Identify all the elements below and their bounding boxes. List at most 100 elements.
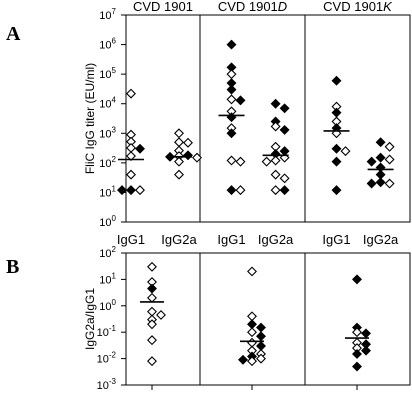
panel-a-data-point [279, 103, 290, 114]
panel-b-data-point [352, 361, 362, 372]
panel-a-data-point [126, 142, 136, 153]
panel-a-data-point [261, 156, 272, 167]
panel-letter-b: B [6, 256, 19, 278]
panel-a-data-point [279, 173, 290, 184]
panel-a-data-point [331, 107, 342, 118]
panel-a-data-point [375, 137, 386, 148]
panel-b-data-point [256, 341, 266, 351]
panel-a-data-point [226, 128, 237, 139]
panel-b-data-point [361, 345, 371, 356]
panel-a-data-point [226, 155, 237, 166]
panel-a-data-point [226, 185, 237, 196]
panel-a-data-point [135, 143, 145, 154]
panel-a-y-tick-label: 103 [99, 125, 116, 140]
panel-a-data-point [183, 150, 193, 161]
panel-b-y-axis-label: IgG2a/IgG1 [83, 288, 97, 350]
panel-a-group-title: CVD 1901D [218, 0, 287, 14]
panel-a-y-tick-label: 106 [99, 37, 116, 52]
panel-b-chart: 10-3 10-2 10-1 100 101 102 IgG2a/IgG1 [83, 245, 411, 392]
panel-a-data-point [226, 39, 237, 50]
panel-a-data-point [192, 152, 202, 163]
panel-a-y-tick-label: 100 [99, 214, 116, 229]
panel-a-data-point [279, 124, 290, 135]
panel-a-data-point [174, 169, 184, 180]
panel-b-data-point [247, 337, 257, 348]
category-label-igg2a: IgG2a [161, 232, 197, 247]
panel-b-y-tick-label: 100 [99, 298, 116, 313]
panel-b-data-point [147, 261, 157, 272]
panel-a-data-point [375, 152, 386, 163]
panel-a-data-point [366, 156, 377, 167]
panel-a-plot-frame [125, 14, 411, 223]
panel-a-data-point [270, 169, 281, 180]
panel-b-data-point [238, 354, 248, 365]
panel-a-data-point [270, 121, 281, 132]
panel-b-data-point [247, 327, 257, 338]
panel-b-data-point [147, 292, 157, 303]
panel-b-data-point [156, 309, 166, 320]
panel-b-y-tick-label: 10-1 [97, 324, 117, 339]
panel-a-data-point [270, 98, 281, 109]
panel-b-plot-frame [125, 252, 411, 386]
panel-b-data-point [256, 322, 266, 333]
panel-a-group-title: CVD 1901 [133, 0, 193, 14]
panel-a-data-point [183, 137, 193, 148]
panel-b-data-point [352, 348, 362, 359]
panel-a-data-point [384, 141, 395, 152]
panel-b-data-point [147, 356, 157, 367]
panel-b-y-tick-label: 102 [99, 245, 116, 260]
panel-letter-a: A [6, 23, 21, 45]
panel-b-data-point [256, 331, 266, 342]
panel-b-y-tick-label: 10-2 [97, 351, 117, 366]
panel-a-data-point [226, 69, 237, 80]
category-label-igg2a: IgG2a [363, 232, 399, 247]
panel-a-data-point [384, 178, 395, 189]
panel-a-chart: 100 101 102 103 104 105 106 107 FliC IgG titer (… [83, 0, 411, 247]
panel-b-y-tick-label: 101 [99, 271, 116, 286]
panel-a-data-point [235, 95, 246, 106]
panel-b-y-tick-label: 10-3 [97, 377, 117, 392]
panel-a-data-point [117, 185, 127, 196]
panel-a-data-point [126, 169, 136, 180]
panel-b-data-point [147, 283, 157, 294]
panel-a-data-point [226, 84, 237, 95]
panel-b-data-point [256, 353, 266, 364]
panel-a-data-point [126, 88, 136, 99]
panel-a-data-point [226, 112, 237, 123]
panel-a-data-point [331, 75, 342, 86]
panel-b-data-point [247, 311, 257, 322]
panel-a-data-point [126, 185, 136, 196]
panel-a-y-tick-label: 105 [99, 66, 116, 81]
panel-a-y-tick-label: 102 [99, 155, 116, 170]
panel-a-data-point [174, 137, 184, 148]
panel-b-data-point [147, 319, 157, 330]
panel-a-data-point [226, 94, 237, 105]
panel-a-data-point [270, 185, 281, 196]
panel-b-data-point [361, 328, 371, 339]
panel-a-y-axis-label: FliC IgG titer (EU/ml) [83, 63, 97, 174]
category-label-igg2a: IgG2a [258, 232, 294, 247]
panel-a-data-point [279, 185, 290, 196]
panel-a-data-point [331, 156, 342, 167]
panel-a-data-point [174, 128, 184, 139]
panel-a-data-point [235, 156, 246, 167]
panel-a-data-point [366, 178, 377, 189]
panel-a-data-point [135, 185, 145, 196]
panel-a-data-point [270, 155, 281, 166]
panel-a-data-point [174, 156, 184, 167]
panel-b-data-point [352, 274, 362, 285]
panel-b-data-point [352, 327, 362, 338]
panel-a-y-tick-label: 107 [99, 7, 116, 22]
panel-a-y-tick-label: 101 [99, 184, 116, 199]
panel-a-data-point [384, 154, 395, 165]
panel-a-data-point [340, 146, 351, 157]
panel-b-data-point [247, 356, 257, 367]
panel-a-data-point [331, 185, 342, 196]
panel-a-data-point [235, 185, 246, 196]
category-label-igg1: IgG1 [322, 232, 350, 247]
panel-a-y-tick-label: 104 [99, 96, 116, 111]
panel-a-group-title: CVD 1901K [323, 0, 393, 14]
category-label-igg1: IgG1 [117, 232, 145, 247]
panel-b-data-point [247, 319, 257, 330]
